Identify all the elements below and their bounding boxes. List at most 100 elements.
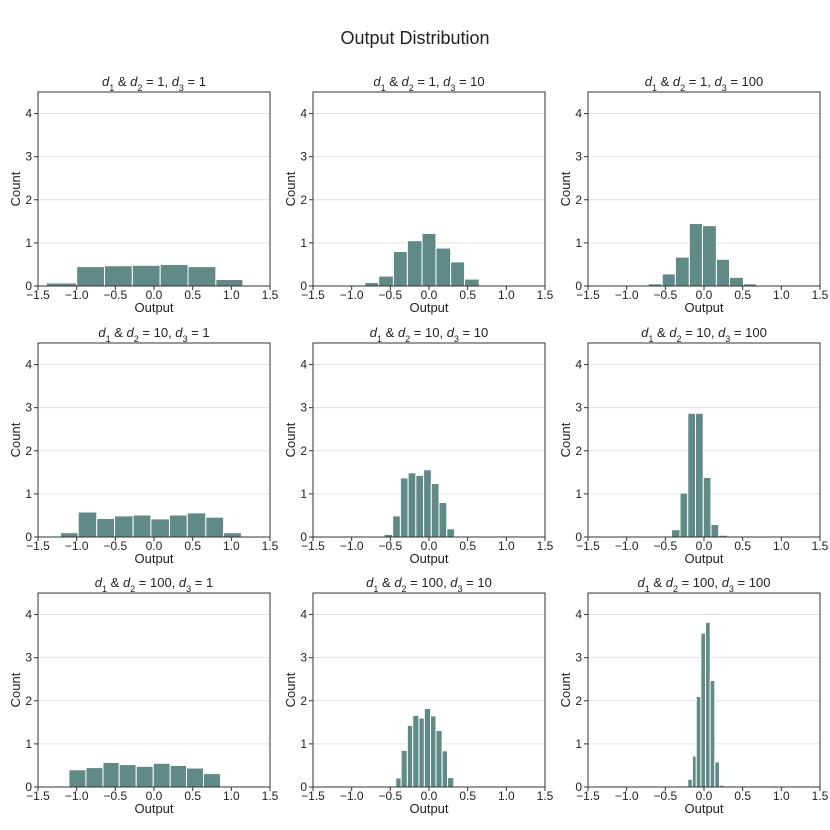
x-tick-label: −1.5 — [26, 539, 50, 553]
subplot-title-part: d — [398, 325, 406, 340]
x-tick-label: 0.0 — [696, 789, 713, 803]
histogram-bar — [202, 773, 222, 788]
y-tick-label: 1 — [300, 487, 307, 501]
subplot-title-part: 2 — [673, 584, 678, 594]
histogram-bar — [152, 762, 171, 788]
subplot-1: −1.5 −1.0 −0.5 0.0 0.5 1.0 1.5 0 1 2 3 4 Output Count… — [8, 74, 279, 315]
histogram-bar — [114, 515, 134, 538]
y-tick-label: 0 — [25, 530, 32, 544]
x-tick-label: −1.0 — [615, 539, 639, 553]
x-tick-label: −0.5 — [103, 288, 127, 302]
x-tick-label: 1.0 — [773, 789, 790, 803]
subplot-title-part: 1 — [109, 83, 114, 93]
subplot-title-part: 2 — [402, 584, 407, 594]
subplot-title-part: d — [645, 74, 653, 89]
x-tick-label: −1.0 — [340, 539, 364, 553]
plot-frame — [37, 91, 271, 287]
histogram-bar — [395, 777, 402, 788]
subplot-title-part: = 10 — [459, 325, 488, 340]
histogram-bar — [187, 266, 217, 287]
figure-title: Output Distribution — [340, 28, 490, 48]
subplot-6: −1.5 −1.0 −0.5 0.0 0.5 1.0 1.5 0 1 2 3 4 Output Count… — [558, 325, 829, 566]
x-tick-label: 0.0 — [421, 539, 438, 553]
subplot-7: −1.5 −1.0 −0.5 0.0 0.5 1.0 1.5 0 1 2 3 4 Output Count… — [8, 575, 279, 816]
subplot-title: d1 & d2 = 10, d3 = 1 — [98, 325, 209, 344]
histogram-bar — [447, 777, 455, 788]
x-tick-label: 1.0 — [223, 288, 240, 302]
x-tick-label: 0.5 — [184, 539, 201, 553]
y-tick-label: 3 — [575, 651, 582, 665]
histogram-bar — [378, 275, 394, 287]
y-tick-label: 2 — [575, 444, 582, 458]
histogram-bar — [423, 469, 432, 538]
subplot-title-part: d — [447, 325, 455, 340]
x-tick-label: 1.0 — [773, 288, 790, 302]
subplot-title-part: = 10, — [682, 325, 719, 340]
histogram-bar — [135, 765, 154, 788]
subplot-title: d1 & d2 = 1, d3 = 1 — [102, 74, 206, 93]
y-axis-label: Count — [558, 672, 573, 707]
y-axis-label: Count — [283, 171, 298, 206]
y-tick-label: 1 — [300, 236, 307, 250]
x-axis-label: Output — [409, 551, 448, 566]
histogram-bar — [364, 282, 380, 287]
subplot-title-part: = 1, — [414, 74, 443, 89]
x-tick-label: 1.5 — [262, 288, 279, 302]
subplot-title-part: 3 — [179, 83, 184, 93]
subplot-title-part: = 10, — [139, 325, 176, 340]
subplot-title-part: d — [402, 74, 410, 89]
histogram-bar — [102, 761, 120, 788]
histogram-bar — [407, 472, 417, 538]
subplot-title-part: 3 — [722, 83, 727, 93]
x-tick-label: 1.5 — [812, 288, 829, 302]
subplot-title-part: d — [641, 325, 649, 340]
subplot-title-part: 1 — [102, 584, 107, 594]
subplot-title-part: d — [394, 575, 402, 590]
histogram-bar — [674, 256, 690, 287]
subplot-title-part: 2 — [130, 584, 135, 594]
y-tick-label: 2 — [575, 193, 582, 207]
subplot-title-part: & — [378, 575, 394, 590]
y-tick-label: 1 — [25, 487, 32, 501]
histogram-bar — [68, 769, 87, 788]
histogram-bar — [77, 511, 98, 538]
subplot-title-part: = 100 — [734, 575, 771, 590]
subplot-title-part: d — [443, 74, 451, 89]
y-tick-label: 4 — [300, 358, 307, 372]
histogram-bar — [687, 412, 696, 538]
x-tick-label: −1.0 — [340, 288, 364, 302]
subplot-5: −1.5 −1.0 −0.5 0.0 0.5 1.0 1.5 0 1 2 3 4 Output Count… — [283, 325, 554, 566]
subplot-title-part: d — [370, 325, 378, 340]
subplot-title-part: = 100 — [730, 325, 767, 340]
histogram-bar — [421, 232, 437, 287]
subplot-title-part: = 100, — [678, 575, 722, 590]
subplot-title-part: & — [653, 325, 669, 340]
histogram-bar — [150, 518, 170, 538]
histogram-bar — [709, 680, 716, 788]
subplot-title-part: & — [657, 74, 673, 89]
x-tick-label: 0.0 — [146, 789, 163, 803]
histogram-bar — [59, 532, 79, 538]
subplot-title-part: & — [382, 325, 398, 340]
x-tick-label: −1.0 — [615, 288, 639, 302]
subplot-title-part: & — [111, 325, 127, 340]
histogram-bar — [85, 767, 104, 788]
x-tick-label: 0.5 — [459, 789, 476, 803]
y-tick-label: 3 — [575, 401, 582, 415]
subplot-title: d1 & d2 = 10, d3 = 10 — [370, 325, 488, 344]
y-axis-label: Count — [8, 171, 23, 206]
subplot-title-part: 2 — [677, 334, 682, 344]
subplot-title-part: d — [172, 74, 180, 89]
subplot-title-part: d — [669, 325, 677, 340]
x-axis-label: Output — [134, 801, 173, 816]
subplot-4: −1.5 −1.0 −0.5 0.0 0.5 1.0 1.5 0 1 2 3 4 Output Count… — [8, 325, 279, 566]
subplot-title-part: d — [127, 325, 135, 340]
y-axis-label: Count — [283, 672, 298, 707]
subplot-title-part: 1 — [645, 584, 650, 594]
subplot-title-part: 3 — [458, 584, 463, 594]
histogram-bar — [185, 767, 204, 788]
subplot-title-part: = 1 — [188, 325, 210, 340]
x-tick-label: −0.5 — [103, 789, 127, 803]
y-tick-label: 4 — [300, 608, 307, 622]
